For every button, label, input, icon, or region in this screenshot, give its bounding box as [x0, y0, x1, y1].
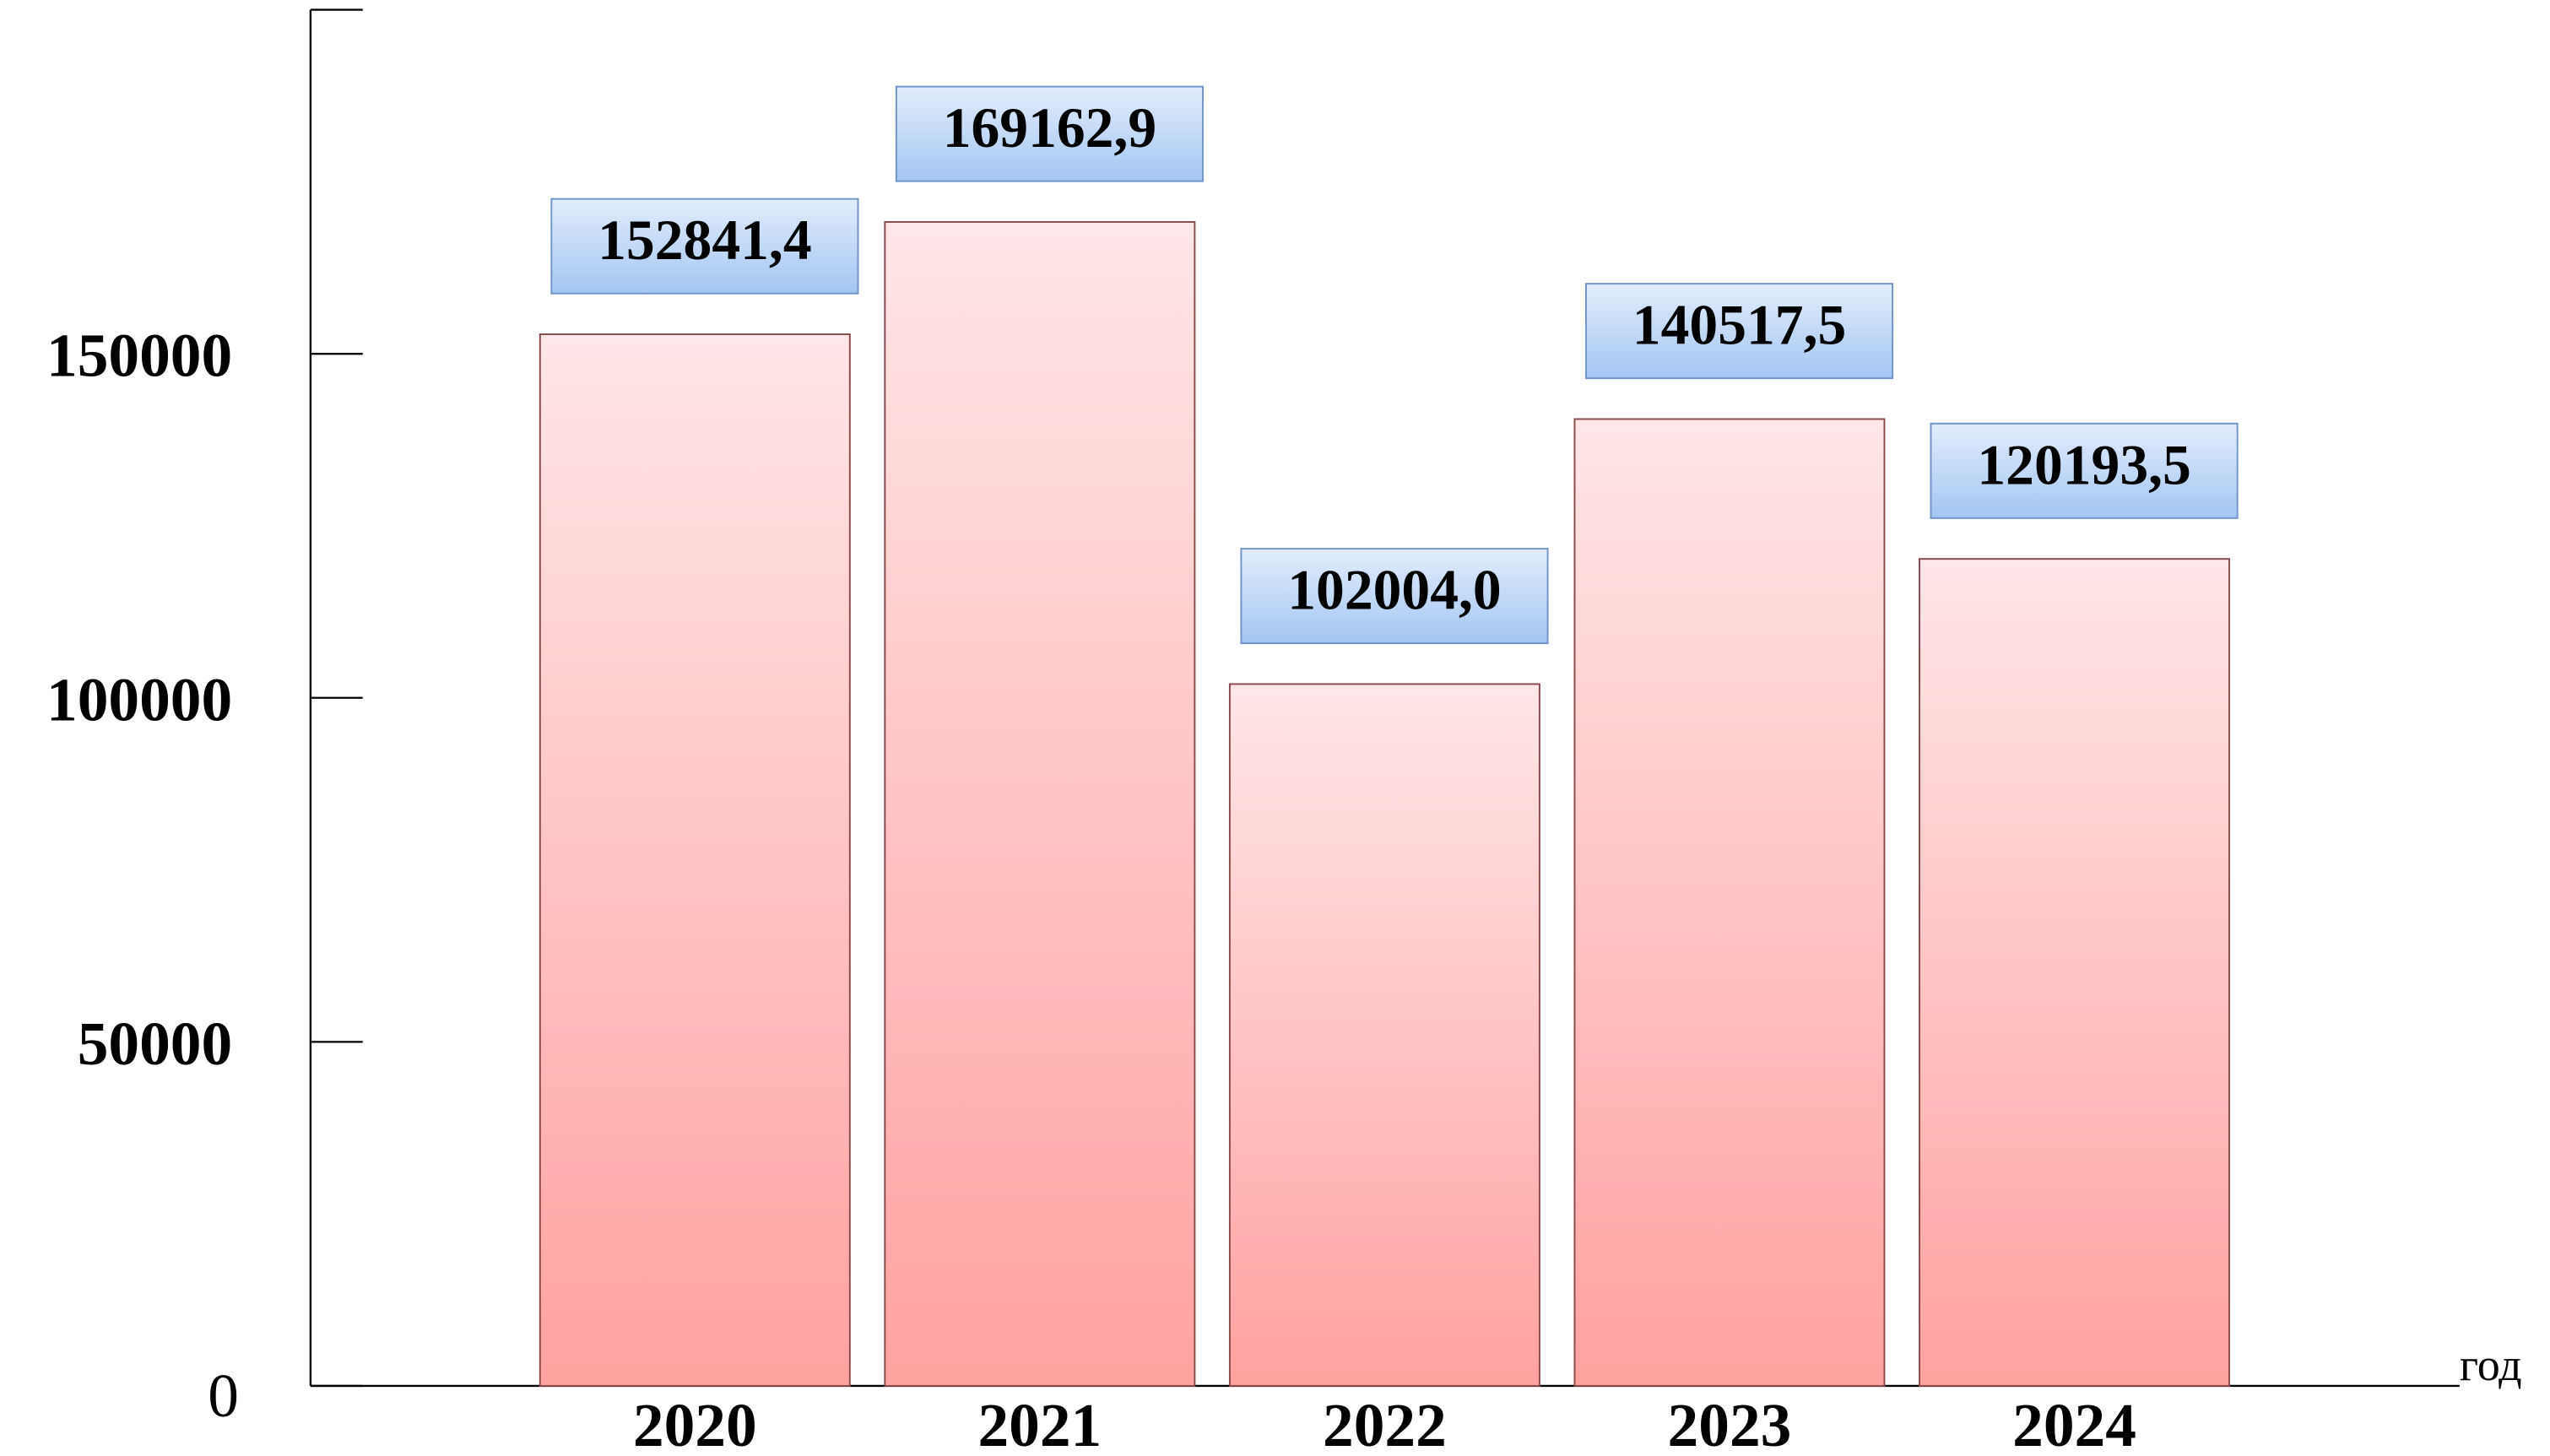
value-label-box — [550, 198, 859, 295]
value-label-box — [1585, 283, 1894, 380]
bar — [1228, 683, 1540, 1387]
y-tick-label: 100000 — [46, 665, 232, 733]
x-tick-label: 2023 — [1668, 1391, 1792, 1456]
value-label: 140517,5 — [1632, 294, 1846, 357]
value-label-box — [895, 85, 1204, 182]
x-tick-label: 2024 — [2012, 1391, 2136, 1456]
value-label-box — [1240, 548, 1549, 645]
y-tick-label: 150000 — [46, 322, 232, 390]
x-axis-label: год — [2460, 1340, 2522, 1390]
bar — [1573, 418, 1886, 1387]
value-label: 102004,0 — [1287, 559, 1501, 622]
value-label-box — [1930, 422, 2239, 519]
value-label: 152841,4 — [598, 208, 811, 272]
bar — [539, 333, 851, 1387]
x-tick-label: 2021 — [977, 1391, 1102, 1456]
bar — [884, 221, 1196, 1387]
bar — [1919, 558, 2230, 1387]
y-tick-label: 50000 — [78, 1009, 232, 1078]
value-label: 169162,9 — [943, 96, 1156, 160]
y-tick-label: 0 — [208, 1361, 239, 1430]
x-tick-label: 2022 — [1323, 1391, 1447, 1456]
value-label: 120193,5 — [1977, 433, 2190, 496]
x-tick-label: 2020 — [633, 1391, 757, 1456]
